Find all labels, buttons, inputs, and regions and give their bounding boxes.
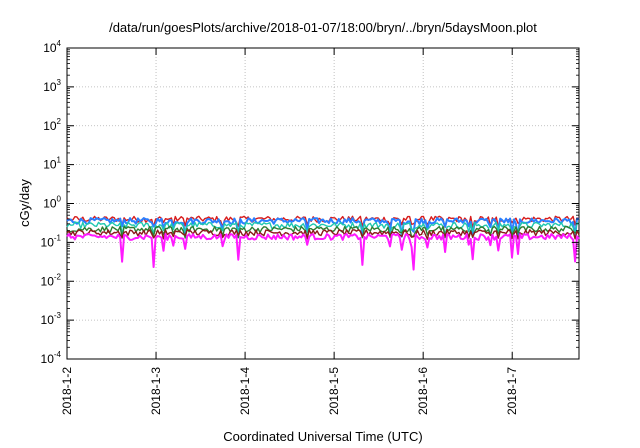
x-tick-label: 2018-1-6	[416, 367, 430, 415]
y-tick-label: 103	[43, 78, 61, 94]
y-tick-label: 10-2	[41, 272, 62, 288]
grid	[67, 48, 579, 359]
y-tick-label: 101	[43, 156, 61, 172]
x-tick-label: 2018-1-5	[327, 367, 341, 415]
y-tick-label: 10-1	[41, 233, 62, 249]
y-tick-label: 10-3	[41, 311, 62, 327]
series-line	[66, 221, 580, 237]
y-tick-label: 102	[43, 117, 61, 133]
x-tick-label: 2018-1-7	[505, 367, 519, 415]
series-group	[66, 215, 580, 271]
y-tick-label: 104	[43, 39, 61, 55]
y-tick-label: 100	[43, 195, 61, 211]
y-axis-label: cGy/day	[17, 179, 32, 227]
series-line	[66, 229, 580, 240]
y-ticks: 104 103 102 101 100 10-1 10-2 10-3 10-4	[41, 39, 579, 366]
y-tick-label: 10-4	[41, 350, 62, 366]
x-tick-label: 2018-1-2	[60, 367, 74, 415]
x-ticks: 2018-1-2 2018-1-3 2018-1-4 2018-1-5 2018-1-6…	[60, 48, 519, 415]
series-line	[66, 233, 580, 271]
x-axis-label: Coordinated Universal Time (UTC)	[223, 429, 422, 444]
series-line	[66, 225, 580, 239]
series-line	[66, 217, 580, 239]
chart-title: /data/run/goesPlots/archive/2018-01-07/1…	[109, 20, 537, 35]
x-tick-label: 2018-1-4	[238, 367, 252, 415]
x-tick-label: 2018-1-3	[149, 367, 163, 415]
